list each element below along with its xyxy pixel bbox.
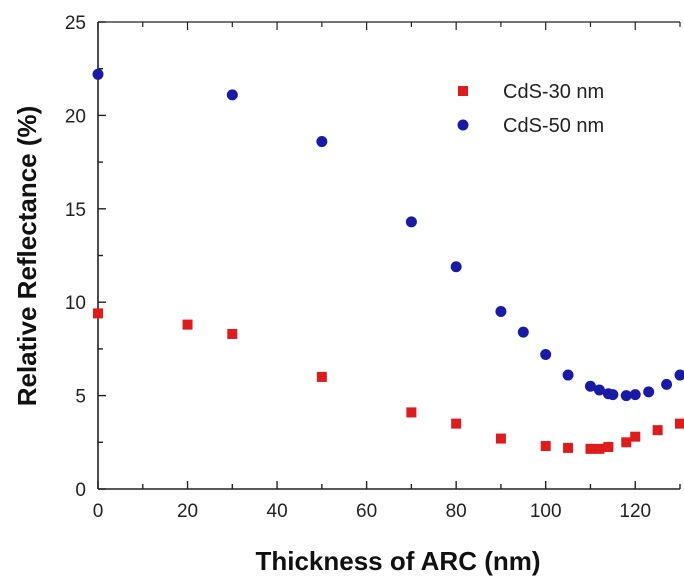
data-point-circle — [643, 386, 655, 398]
data-point-square — [182, 319, 193, 330]
x-tick-label: 20 — [177, 501, 198, 522]
data-point-square — [621, 437, 632, 448]
data-point-circle — [562, 369, 574, 381]
data-point-circle — [593, 384, 605, 396]
data-point-circle — [607, 389, 619, 401]
legend-label: CdS-50 nm — [503, 115, 604, 137]
data-point-circle — [517, 326, 529, 338]
data-point-circle — [629, 389, 641, 401]
x-tick-label: 0 — [93, 501, 104, 522]
data-point-circle — [495, 306, 507, 318]
data-point-circle — [661, 378, 673, 390]
data-point-square — [540, 441, 551, 452]
data-point-square — [563, 442, 574, 453]
data-point-circle — [316, 136, 328, 148]
y-tick-label: 0 — [75, 480, 86, 501]
x-axis-title: Thickness of ARC (nm) — [255, 546, 540, 576]
y-axis-title: Relative Reflectance (%) — [12, 106, 42, 407]
data-point-circle — [674, 369, 684, 381]
series-1 — [93, 308, 684, 454]
data-point-circle — [226, 89, 238, 101]
x-tick-label: 80 — [446, 501, 467, 522]
y-tick-label: 10 — [65, 293, 86, 314]
data-point-square — [630, 431, 641, 442]
ticks: 0 20 40 60 80 100 120 0 5 10 15 20 25 — [65, 13, 681, 522]
x-tick-label: 40 — [267, 501, 288, 522]
data-point-circle — [92, 68, 104, 80]
y-tick-label: 20 — [65, 106, 86, 127]
data-point-square — [451, 418, 462, 429]
legend-label: CdS-30 nm — [503, 81, 604, 103]
data-point-square — [227, 328, 238, 339]
data-point-square — [675, 418, 684, 429]
data-point-circle — [405, 216, 417, 228]
x-tick-label: 60 — [356, 501, 377, 522]
data-point-circle — [540, 349, 552, 361]
x-tick-label: 100 — [530, 501, 562, 522]
y-tick-label: 5 — [75, 387, 86, 408]
data-point-square — [585, 443, 596, 454]
x-tick-label: 120 — [619, 501, 651, 522]
data-point-square — [652, 425, 663, 436]
data-points — [92, 68, 684, 454]
data-point-square — [603, 441, 614, 452]
series-2 — [92, 68, 684, 402]
data-point-square — [495, 433, 506, 444]
legend: CdS-30 nm CdS-50 nm — [457, 81, 604, 137]
data-point-circle — [620, 390, 632, 402]
y-tick-label: 25 — [65, 13, 86, 34]
data-point-square — [316, 371, 327, 382]
data-point-square — [93, 308, 103, 319]
legend-marker — [457, 119, 469, 131]
data-point-square — [594, 443, 605, 454]
data-point-circle — [584, 380, 596, 392]
y-tick-label: 15 — [65, 200, 86, 221]
data-point-square — [406, 407, 417, 418]
data-point-circle — [450, 261, 462, 273]
legend-marker — [458, 86, 468, 96]
